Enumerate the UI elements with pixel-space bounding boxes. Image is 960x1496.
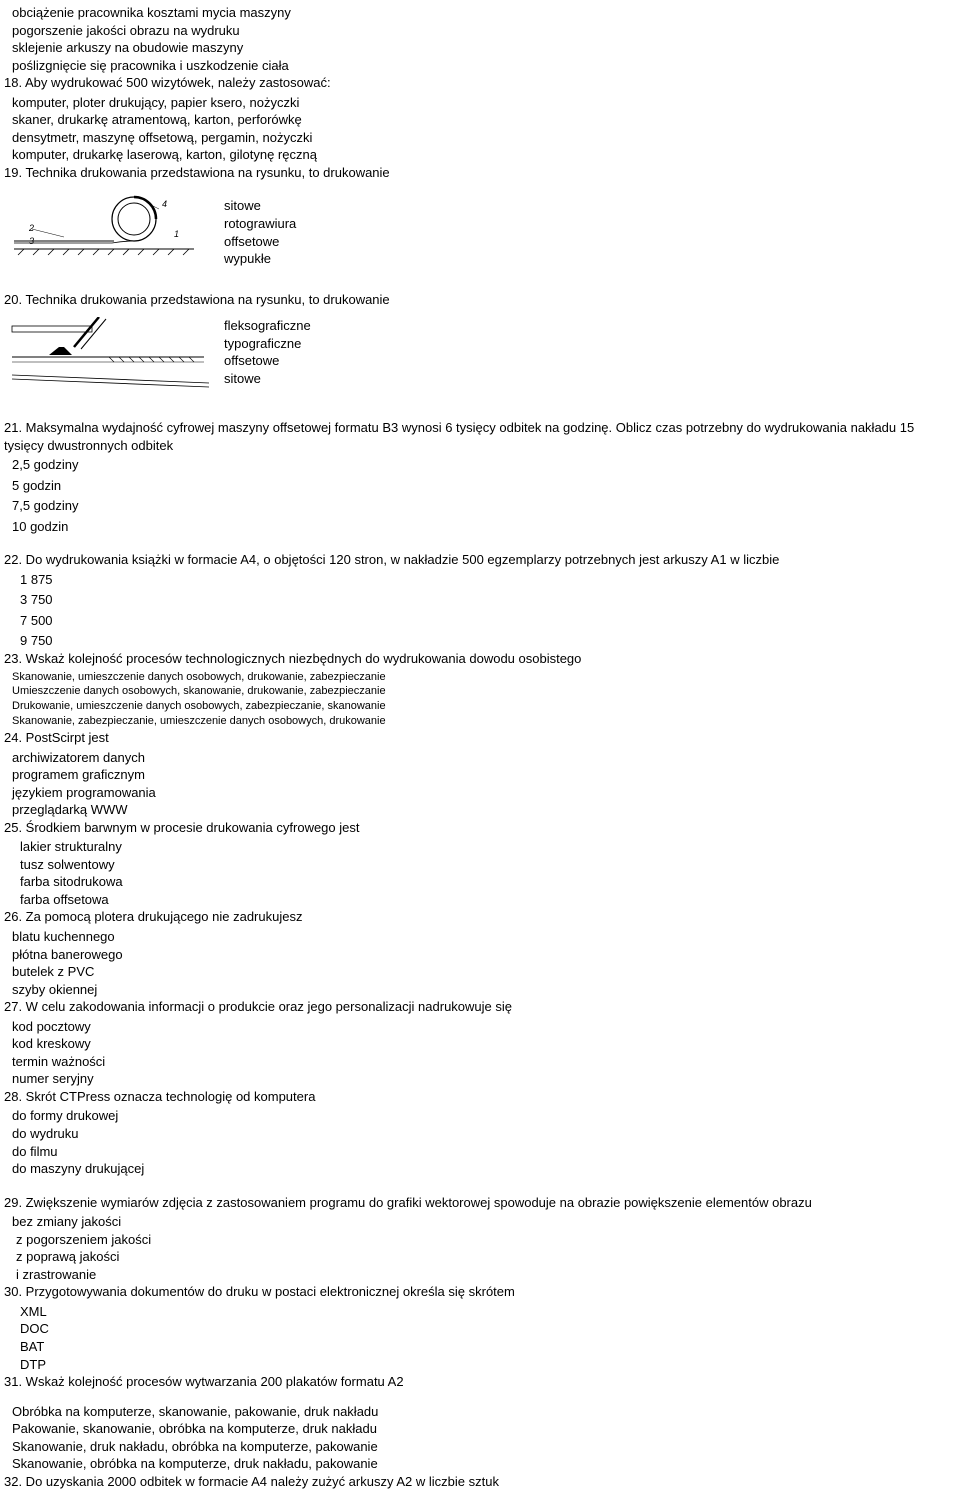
q22-opt: 7 500 <box>4 609 956 630</box>
q30-text: 30. Przygotowywania dokumentów do druku … <box>4 1283 956 1301</box>
q28-opt: do wydruku <box>4 1125 956 1143</box>
q24-opt: językiem programowania <box>4 784 956 802</box>
svg-text:1: 1 <box>174 229 179 239</box>
q21-text: 21. Maksymalna wydajność cyfrowej maszyn… <box>4 419 956 454</box>
q23-text: 23. Wskaż kolejność procesów technologic… <box>4 650 956 668</box>
q28-text: 28. Skrót CTPress oznacza technologię od… <box>4 1088 956 1106</box>
q23-opt: Skanowanie, zabezpieczanie, umieszczenie… <box>4 714 956 729</box>
q29-opt: bez zmiany jakości <box>4 1213 956 1231</box>
q20-text: 20. Technika drukowania przedstawiona na… <box>4 291 956 309</box>
svg-text:2: 2 <box>28 223 34 233</box>
q19-opt: wypukłe <box>224 250 296 268</box>
q30-opt: XML <box>4 1303 956 1321</box>
q25-opt: lakier strukturalny <box>4 838 956 856</box>
q20-opt: offsetowe <box>224 352 311 370</box>
q28-opt: do filmu <box>4 1143 956 1161</box>
q18-opt: komputer, ploter drukujący, papier ksero… <box>4 94 956 112</box>
q26-opt: szyby okiennej <box>4 981 956 999</box>
q23-opt: Skanowanie, umieszczenie danych osobowyc… <box>4 670 956 685</box>
q25-opt: tusz solwentowy <box>4 856 956 874</box>
q27-opt: kod kreskowy <box>4 1035 956 1053</box>
q18-opt: komputer, drukarkę laserową, karton, gil… <box>4 146 956 164</box>
q20-diagram <box>4 311 214 403</box>
q29-text: 29. Zwiększenie wymiarów zdjęcia z zasto… <box>4 1194 956 1212</box>
q24-opt: przeglądarką WWW <box>4 801 956 819</box>
q24-opt: programem graficznym <box>4 766 956 784</box>
pre-opt: sklejenie arkuszy na obudowie maszyny <box>4 39 956 57</box>
q19-opt: sitowe <box>224 197 296 215</box>
q29-opt: i zrastrowanie <box>4 1266 956 1284</box>
q24-text: 24. PostScirpt jest <box>4 729 956 747</box>
svg-text:3: 3 <box>29 236 34 246</box>
q18-opt: skaner, drukarkę atramentową, karton, pe… <box>4 111 956 129</box>
q27-opt: numer seryjny <box>4 1070 956 1088</box>
q21-opt: 5 godzin <box>4 474 956 495</box>
q31-opt: Skanowanie, obróbka na komputerze, druk … <box>4 1455 956 1473</box>
q21-opt: 7,5 godziny <box>4 494 956 515</box>
q22-text: 22. Do wydrukowania książki w formacie A… <box>4 551 956 569</box>
q29-opt: z poprawą jakości <box>4 1248 956 1266</box>
q32-text: 32. Do uzyskania 2000 odbitek w formacie… <box>4 1473 956 1491</box>
q26-text: 26. Za pomocą plotera drukującego nie za… <box>4 908 956 926</box>
q31-text: 31. Wskaż kolejność procesów wytwarzania… <box>4 1373 956 1391</box>
q26-opt: blatu kuchennego <box>4 928 956 946</box>
q27-text: 27. W celu zakodowania informacji o prod… <box>4 998 956 1016</box>
q25-text: 25. Środkiem barwnym w procesie drukowan… <box>4 819 956 837</box>
pre-opt: pogorszenie jakości obrazu na wydruku <box>4 22 956 40</box>
q25-opt: farba sitodrukowa <box>4 873 956 891</box>
q30-opt: DOC <box>4 1320 956 1338</box>
q30-opt: BAT <box>4 1338 956 1356</box>
q29-opt: z pogorszeniem jakości <box>4 1231 956 1249</box>
q28-opt: do formy drukowej <box>4 1107 956 1125</box>
q28-opt: do maszyny drukującej <box>4 1160 956 1178</box>
q20-opt: typograficzne <box>224 335 311 353</box>
q30-opt: DTP <box>4 1356 956 1374</box>
q18-text: 18. Aby wydrukować 500 wizytówek, należy… <box>4 74 956 92</box>
q27-opt: termin ważności <box>4 1053 956 1071</box>
q18-opt: densytmetr, maszynę offsetową, pergamin,… <box>4 129 956 147</box>
q23-opt: Drukowanie, umieszczenie danych osobowyc… <box>4 699 956 714</box>
q24-opt: archiwizatorem danych <box>4 749 956 767</box>
svg-text:4: 4 <box>162 199 167 209</box>
q19-opt: offsetowe <box>224 233 296 251</box>
q19-opt: rotograwiura <box>224 215 296 233</box>
q19-text: 19. Technika drukowania przedstawiona na… <box>4 164 956 182</box>
q23-opt: Umieszczenie danych osobowych, skanowani… <box>4 684 956 699</box>
q31-opt: Pakowanie, skanowanie, obróbka na komput… <box>4 1420 956 1438</box>
q21-opt: 10 godzin <box>4 515 956 536</box>
q26-opt: płótna banerowego <box>4 946 956 964</box>
pre-opt: obciążenie pracownika kosztami mycia mas… <box>4 4 956 22</box>
q26-opt: butelek z PVC <box>4 963 956 981</box>
q25-opt: farba offsetowa <box>4 891 956 909</box>
q19-diagram: 2 3 4 1 <box>4 183 214 275</box>
q22-opt: 3 750 <box>4 588 956 609</box>
q22-opt: 9 750 <box>4 629 956 650</box>
q31-opt: Skanowanie, druk nakładu, obróbka na kom… <box>4 1438 956 1456</box>
q21-opt: 2,5 godziny <box>4 456 956 474</box>
q22-opt: 1 875 <box>4 571 956 589</box>
q20-opt: sitowe <box>224 370 311 388</box>
q27-opt: kod pocztowy <box>4 1018 956 1036</box>
pre-opt: poślizgnięcie się pracownika i uszkodzen… <box>4 57 956 75</box>
q20-opt: fleksograficzne <box>224 317 311 335</box>
q31-opt: Obróbka na komputerze, skanowanie, pakow… <box>4 1403 956 1421</box>
